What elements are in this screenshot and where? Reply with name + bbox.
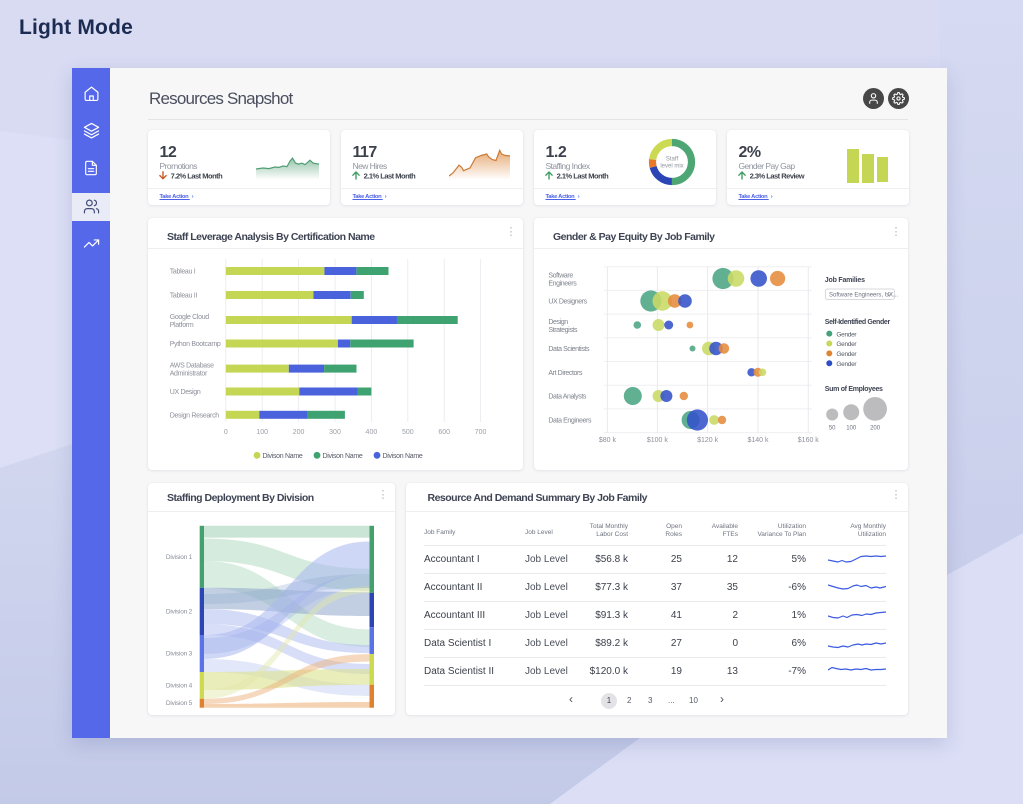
svg-text:Design Research: Design Research: [170, 412, 220, 419]
svg-text:Design: Design: [548, 319, 568, 326]
svg-text:Gender: Gender: [836, 341, 857, 348]
svg-text:400: 400: [366, 429, 378, 436]
svg-text:Division 1: Division 1: [166, 554, 193, 561]
svg-text:Data Engineers: Data Engineers: [548, 418, 592, 425]
svg-text:Divison Name: Divison Name: [263, 453, 303, 460]
svg-text:Division 5: Division 5: [166, 700, 193, 707]
svg-text:Data Scientists: Data Scientists: [548, 346, 590, 353]
svg-text:level mix: level mix: [660, 164, 683, 170]
svg-text:500: 500: [402, 429, 414, 436]
svg-text:700: 700: [475, 429, 487, 436]
svg-text:Python Bootcamp: Python Bootcamp: [170, 341, 221, 348]
svg-text:Division 2: Division 2: [166, 608, 193, 615]
svg-text:Software Engineers, UX...: Software Engineers, UX...: [829, 292, 898, 298]
svg-text:Engineers: Engineers: [548, 281, 577, 288]
svg-text:Tableau II: Tableau II: [170, 293, 198, 300]
svg-text:300: 300: [329, 429, 341, 436]
svg-text:$160 k: $160 k: [798, 437, 820, 444]
svg-text:Gender: Gender: [836, 331, 857, 338]
svg-text:Software: Software: [548, 273, 573, 280]
svg-text:Divison Name: Divison Name: [323, 453, 363, 460]
svg-text:$120 k: $120 k: [697, 437, 719, 444]
svg-text:AWS Database: AWS Database: [170, 363, 214, 370]
svg-text:UX Designers: UX Designers: [548, 299, 587, 306]
svg-text:$100 k: $100 k: [647, 437, 669, 444]
svg-text:Divison Name: Divison Name: [383, 453, 423, 460]
svg-text:Platform: Platform: [170, 322, 194, 329]
svg-text:$140 k: $140 k: [747, 437, 769, 444]
svg-text:200: 200: [870, 426, 881, 432]
svg-text:Sum of Employees: Sum of Employees: [825, 386, 883, 393]
svg-text:200: 200: [293, 429, 305, 436]
svg-text:$80 k: $80 k: [599, 437, 617, 444]
svg-text:Administrator: Administrator: [170, 371, 208, 378]
svg-text:Data Analysts: Data Analysts: [548, 394, 586, 401]
svg-text:Staff: Staff: [666, 157, 679, 163]
svg-text:50: 50: [829, 426, 836, 432]
svg-text:100: 100: [846, 426, 857, 432]
svg-text:Division 3: Division 3: [166, 651, 193, 658]
svg-text:600: 600: [438, 429, 450, 436]
svg-text:Tableau I: Tableau I: [170, 269, 196, 276]
svg-text:UX Design: UX Design: [170, 389, 201, 396]
svg-text:Google Cloud: Google Cloud: [170, 314, 210, 321]
svg-text:100: 100: [256, 429, 268, 436]
svg-text:Gender: Gender: [836, 361, 857, 368]
svg-text:Job Families: Job Families: [825, 277, 865, 284]
svg-text:Self-Identified Gender: Self-Identified Gender: [825, 319, 891, 326]
svg-text:Division 4: Division 4: [166, 682, 193, 689]
svg-text:Art Directors: Art Directors: [548, 370, 583, 377]
svg-text:Gender: Gender: [836, 351, 857, 358]
svg-text:0: 0: [224, 429, 228, 436]
svg-text:Strategists: Strategists: [548, 327, 578, 334]
